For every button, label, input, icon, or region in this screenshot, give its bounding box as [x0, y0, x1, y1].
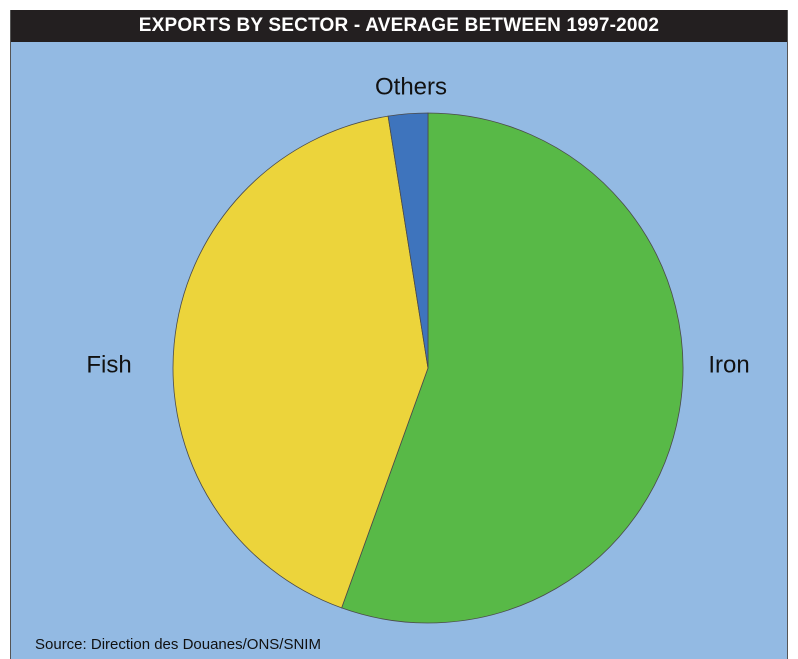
- pie-labels: Iron Fish Others: [86, 73, 749, 378]
- chart-container: EXPORTS BY SECTOR - AVERAGE BETWEEN 1997…: [10, 10, 788, 659]
- pie-slices: [172, 112, 684, 624]
- pie-slice-iron: [341, 112, 684, 624]
- pie-chart: Iron Fish Others: [86, 73, 750, 624]
- pie-label-iron: Iron: [708, 351, 749, 378]
- source-note: Source: Direction des Douanes/ONS/SNIM: [35, 636, 321, 653]
- chart-title: EXPORTS BY SECTOR - AVERAGE BETWEEN 1997…: [11, 10, 787, 42]
- pie-label-fish: Fish: [86, 351, 131, 378]
- pie-label-others: Others: [375, 73, 447, 100]
- pie-slice-fish: [172, 115, 429, 609]
- pie-slice-others: [387, 112, 429, 369]
